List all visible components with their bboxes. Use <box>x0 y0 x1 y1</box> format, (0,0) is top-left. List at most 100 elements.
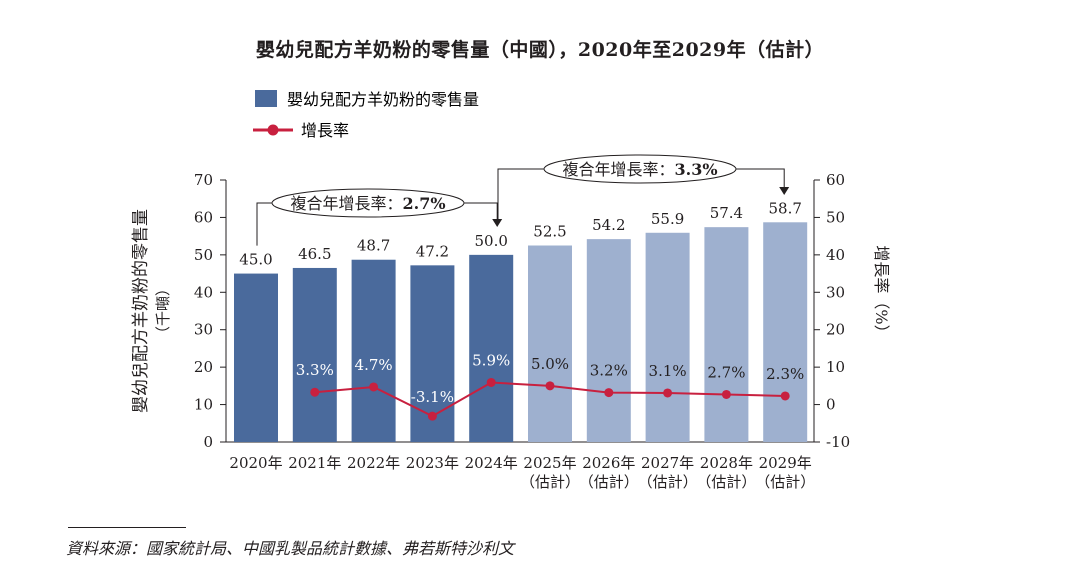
bar-value-label: 52.5 <box>533 223 566 241</box>
cagr-annotations: 複合年增長率：2.7%複合年增長率：3.3% <box>256 154 790 246</box>
cagr-arrow-icon <box>779 187 790 195</box>
left-axis-tick-label: 60 <box>194 208 213 226</box>
growth-value-label: -3.1% <box>411 388 454 406</box>
x-axis-labels: 2020年 2021年 2022年 2023年 2024年 2025年（估計）2026年（… <box>229 454 815 491</box>
growth-value-labels: 3.3% 4.7% -3.1% 5.9% 5.0% 3.2% 3.1% 2.7% 2.3% <box>296 351 805 406</box>
growth-value-label: 3.2% <box>590 362 628 380</box>
right-axis-tick-label: 60 <box>826 171 845 189</box>
legend-line-marker <box>267 124 279 136</box>
growth-point <box>310 387 320 397</box>
growth-point <box>427 411 437 421</box>
cagr-label-text: 複合年增長率： <box>290 194 402 213</box>
x-tick-label: 2024年 <box>465 454 518 472</box>
bar-value-label: 48.7 <box>357 237 390 255</box>
x-tick-label: 2022年 <box>347 454 400 472</box>
right-axis-tick-label: 50 <box>826 208 845 226</box>
growth-value-label: 3.1% <box>649 362 687 380</box>
growth-point <box>721 389 731 399</box>
bar <box>469 254 514 442</box>
source-divider <box>68 527 186 528</box>
growth-point <box>369 382 379 392</box>
x-tick-label: 2020年 <box>229 454 282 472</box>
right-axis-tick-label: 40 <box>826 246 845 264</box>
left-axis-tick-label: 70 <box>194 171 213 189</box>
cagr-connector-right <box>464 202 498 220</box>
cagr-ellipse <box>543 154 737 184</box>
growth-point <box>780 391 790 401</box>
growth-value-label: 2.3% <box>766 365 804 383</box>
chart-title: 嬰幼兒配方羊奶粉的零售量（中國），2020年至2029年（估計） <box>255 39 825 61</box>
bar <box>292 267 337 442</box>
growth-point <box>486 377 496 387</box>
source-note: 資料來源：國家統計局、中國乳製品統計數據、弗若斯特沙利文 <box>66 539 515 558</box>
left-axis-tick-label: 0 <box>203 433 213 451</box>
left-axis-title: 嬰幼兒配方羊奶粉的零售量 <box>131 209 151 413</box>
cagr-arrow-icon <box>492 219 503 227</box>
legend-line-label: 增長率 <box>301 121 349 140</box>
cagr-connector-right <box>736 168 785 188</box>
bar <box>645 232 690 442</box>
bar-value-label: 58.7 <box>768 199 801 217</box>
cagr-value: 2.7% <box>402 194 445 213</box>
left-axis-tick-label: 40 <box>194 283 213 301</box>
x-tick-label: 2021年 <box>288 454 341 472</box>
legend: 嬰幼兒配方羊奶粉的零售量 增長率 <box>253 90 479 140</box>
bar-value-label: 57.4 <box>710 204 743 222</box>
x-tick-label: 2027年 <box>641 454 694 472</box>
x-tick-label: 2026年 <box>582 454 635 472</box>
left-axis-tick-label: 50 <box>194 246 213 264</box>
bar <box>234 273 278 442</box>
growth-point <box>545 381 555 391</box>
bar-value-label: 54.2 <box>592 216 625 234</box>
bar-value-labels: 45.0 46.5 48.7 47.2 50.0 52.5 54.2 55.9 57.4 58.7 <box>239 199 802 268</box>
x-tick-sublabel: （估計） <box>696 473 756 491</box>
cagr-connector-left <box>256 202 272 246</box>
bar <box>528 245 572 442</box>
bar-value-label: 45.0 <box>239 251 272 269</box>
growth-value-label: 5.0% <box>531 355 569 373</box>
right-axis-tick-label: -10 <box>826 433 850 451</box>
right-y-axis: -10 0 10 20 30 40 50 60 <box>813 171 850 451</box>
x-tick-sublabel: （估計） <box>755 473 815 491</box>
right-axis-tick-label: 20 <box>826 321 845 339</box>
bar-series <box>234 222 808 442</box>
growth-value-label: 3.3% <box>296 361 334 379</box>
left-axis-tick-label: 10 <box>194 396 213 414</box>
right-axis-tick-label: 0 <box>826 396 836 414</box>
growth-line-series <box>310 377 790 421</box>
left-axis-tick-label: 20 <box>194 358 213 376</box>
right-axis-title: 增長率（%） <box>872 245 891 340</box>
bar <box>351 259 396 442</box>
growth-value-label: 5.9% <box>472 351 510 369</box>
bar <box>763 222 808 442</box>
legend-bar-swatch <box>255 90 277 107</box>
growth-value-label: 4.7% <box>355 356 393 374</box>
left-axis-tick-label: 30 <box>194 321 213 339</box>
x-tick-sublabel: （估計） <box>520 473 580 491</box>
cagr-label-text: 複合年增長率： <box>562 160 674 179</box>
bar-value-label: 46.5 <box>298 245 331 263</box>
cagr-connector-left <box>497 168 544 223</box>
bar <box>586 239 631 442</box>
x-tick-sublabel: （估計） <box>638 473 698 491</box>
x-tick-label: 2029年 <box>759 454 812 472</box>
growth-point <box>663 388 673 398</box>
left-axis-unit: （千噸） <box>154 281 172 341</box>
bar-value-label: 55.9 <box>651 210 684 228</box>
cagr-value: 3.3% <box>674 160 717 179</box>
x-tick-label: 2025年 <box>523 454 576 472</box>
growth-point <box>604 388 614 398</box>
cagr-label: 複合年增長率：2.7% <box>290 194 445 213</box>
x-tick-sublabel: （估計） <box>579 473 639 491</box>
cagr-label: 複合年增長率：3.3% <box>562 160 717 179</box>
legend-bar-label: 嬰幼兒配方羊奶粉的零售量 <box>287 90 479 109</box>
bar-value-label: 47.2 <box>416 242 449 260</box>
right-axis-tick-label: 10 <box>826 358 845 376</box>
cagr-ellipse <box>271 188 465 218</box>
bar-value-label: 50.0 <box>474 232 507 250</box>
right-axis-tick-label: 30 <box>826 283 845 301</box>
x-tick-label: 2023年 <box>406 454 459 472</box>
bar <box>704 227 749 442</box>
x-tick-label: 2028年 <box>700 454 753 472</box>
